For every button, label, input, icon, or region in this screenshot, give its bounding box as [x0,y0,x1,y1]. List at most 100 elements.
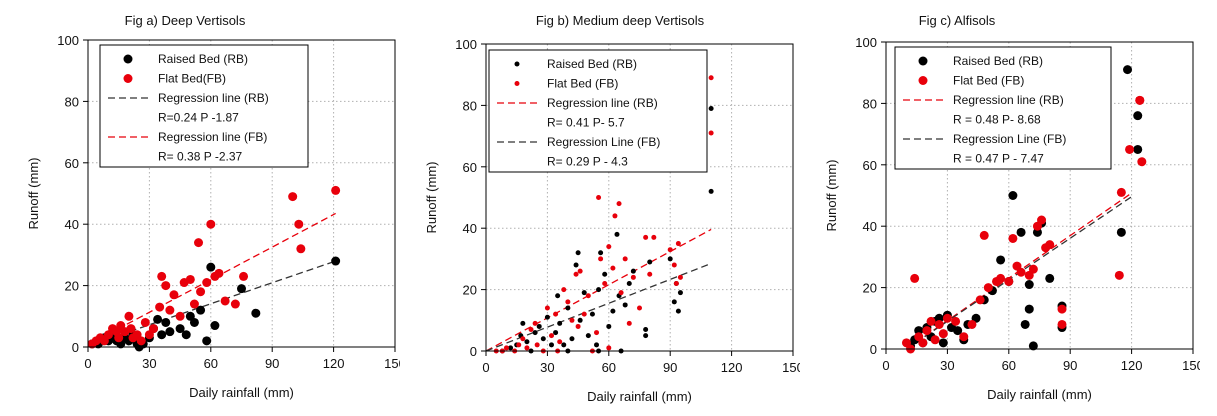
legend-label: Raised Bed (RB) [547,57,637,71]
data-point [967,319,977,329]
data-point [237,284,246,294]
legend-label: R = 0.48 P- 8.68 [953,113,1041,127]
y-tick-label: 20 [65,279,79,294]
data-point [565,305,571,311]
data-point [524,339,530,345]
x-tick-label: 90 [1063,358,1077,373]
data-point [569,336,575,342]
legend-label: Regression line (RB) [953,93,1064,107]
data-point [622,256,628,262]
data-point [643,234,649,240]
data-point [606,244,612,250]
data-point [910,273,920,283]
x-tick-label: 30 [142,356,156,371]
data-point [239,271,249,281]
data-point [1125,144,1135,154]
data-point [651,234,657,240]
y-tick-label: 0 [470,344,477,359]
data-point [647,259,653,265]
data-point [606,345,612,351]
data-point [148,324,158,334]
data-point [194,238,204,248]
chart-title: Fig c) Alfisols [919,13,996,28]
data-point [206,219,216,229]
data-point [643,333,649,339]
data-point [553,311,559,317]
data-point [975,295,985,305]
legend-marker-fb [918,76,928,85]
x-tick-label: 150 [782,360,800,375]
data-point [161,317,171,327]
x-tick-label: 120 [721,360,743,375]
data-point [1133,111,1143,121]
data-point [331,185,341,195]
data-point [951,316,961,326]
legend-label: Flat Bed (FB) [547,77,618,91]
data-point [126,324,136,334]
data-point [251,308,261,318]
regression-line [87,212,336,346]
data-point [647,271,653,277]
data-point [667,247,673,253]
data-point [643,327,649,333]
legend-label: Regression line (RB) [547,96,658,110]
data-point [1024,304,1034,314]
data-point [675,241,681,247]
legend-label: Flat Bed(FB) [158,72,226,86]
data-point [622,302,628,308]
data-point [1004,276,1014,286]
y-tick-label: 80 [863,96,877,111]
data-point [508,345,514,351]
data-point [602,271,608,277]
data-point [1016,267,1026,277]
y-tick-label: 0 [72,340,79,355]
data-point [520,320,526,326]
data-point [532,320,538,326]
data-point [230,299,240,309]
data-point [157,271,167,281]
data-point [594,330,600,336]
data-point [1016,227,1026,237]
data-point [175,324,185,334]
data-point [1137,157,1147,167]
data-point [296,244,306,254]
legend-marker-fb [514,81,520,86]
data-point [1116,227,1126,237]
data-point [214,268,224,278]
data-point [153,314,163,324]
data-point [165,305,175,315]
y-tick-label: 40 [863,219,877,234]
chart-title: Fig b) Medium deep Vertisols [536,13,705,28]
data-point [524,345,530,351]
scatter-chart-alfisols: 0 30 60 90 120 150 0 20 40 60 80 100 Fig c) Alfisols… [824,13,1200,402]
data-point [953,326,963,336]
legend-label: Regression line (FB) [158,130,267,144]
data-point [575,250,581,256]
data-point [534,342,540,348]
data-point [155,302,165,312]
y-tick-label: 100 [455,37,477,52]
data-point [157,330,167,340]
y-tick-label: 0 [870,342,877,357]
x-tick-label: 0 [882,358,889,373]
data-point [536,323,542,329]
data-point [561,342,567,348]
data-point [708,75,714,81]
data-point [959,332,969,342]
x-axis-label: Daily rainfall (mm) [189,385,294,400]
data-point [630,274,636,280]
data-point [626,320,632,326]
legend-box [488,49,708,173]
data-point [1057,319,1067,329]
data-point [181,330,191,340]
y-axis-label: Runoff (mm) [824,160,839,232]
data-point [557,320,563,326]
data-point [922,326,932,336]
x-axis-label: Daily rainfall (mm) [587,389,692,404]
data-point [196,305,206,315]
data-point [1028,341,1038,351]
chart-panel-medium-deep-vertisols: 0 30 60 90 120 150 0 20 40 60 80 100 Fig b) Medium d… [400,0,800,416]
data-point [114,333,124,343]
x-tick-label: 60 [1002,358,1016,373]
data-point [1008,191,1018,200]
